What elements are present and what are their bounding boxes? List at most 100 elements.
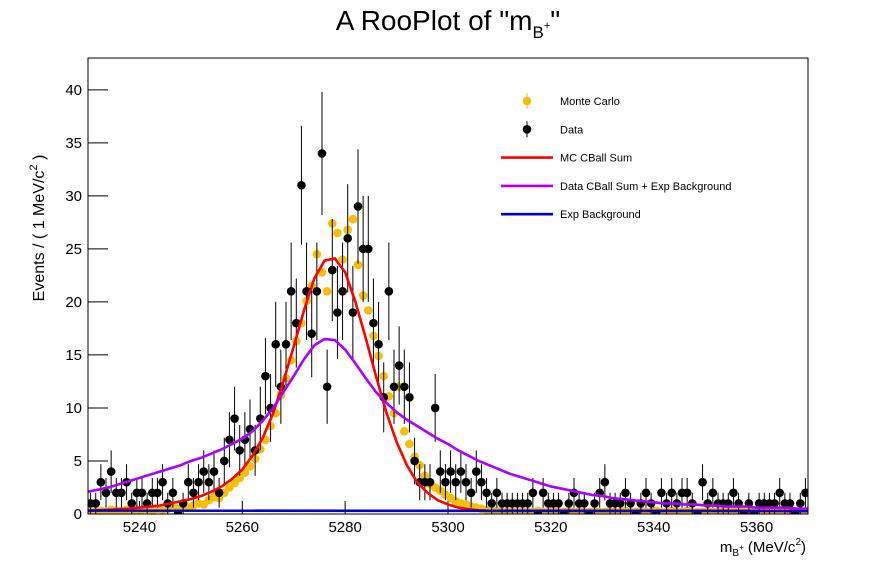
data-point — [322, 382, 332, 392]
chart-title: A RooPlot of "mB+" — [336, 5, 560, 42]
x-tick-label: 5260 — [226, 519, 259, 536]
data-point — [435, 467, 445, 476]
data-point — [353, 260, 363, 270]
data-point — [425, 477, 435, 487]
x-tick-label: 5240 — [123, 519, 156, 536]
title-sub: B — [532, 23, 543, 42]
data-point — [384, 287, 394, 296]
data-point — [307, 329, 317, 339]
data-point — [600, 477, 610, 487]
x-label-text: (MeV/c — [744, 539, 796, 556]
data-point — [158, 477, 167, 487]
data-point — [399, 382, 409, 392]
data-point — [389, 382, 399, 392]
y-label-end: ) — [31, 155, 48, 165]
y-axis-label: Events / ( 1 MeV/c2 ) — [28, 155, 48, 302]
legend-label: Data — [560, 124, 584, 136]
y-tick-label: 35 — [65, 135, 82, 152]
data-point — [785, 499, 795, 508]
data-point — [446, 467, 455, 476]
data-point — [127, 499, 137, 508]
data-point — [374, 340, 383, 349]
data-point — [363, 306, 373, 315]
x-label-end: ) — [801, 539, 806, 556]
data-point — [214, 488, 224, 498]
plot-area — [88, 91, 808, 514]
data-point — [153, 488, 162, 498]
data-point — [317, 149, 327, 158]
data-point — [230, 414, 239, 423]
data-point — [117, 488, 126, 498]
data-point — [394, 361, 404, 370]
data-point — [235, 473, 245, 483]
x-tick-label: 5300 — [431, 519, 464, 536]
x-axis-label: mB+ (MeV/c2) — [720, 537, 806, 559]
data-point — [590, 499, 599, 508]
data-point — [405, 439, 414, 449]
data-point — [91, 499, 101, 508]
data-point — [487, 499, 497, 508]
data-point — [471, 467, 481, 476]
data-point — [456, 467, 466, 476]
data-point — [183, 477, 193, 487]
data-point — [564, 499, 574, 508]
title-text: A RooPlot of "m — [336, 5, 533, 36]
data-point — [682, 488, 692, 498]
x-tick-label: 5280 — [328, 519, 361, 536]
legend-label: MC CBall Sum — [560, 153, 632, 165]
data-point — [461, 477, 471, 487]
data-point — [327, 265, 337, 275]
data-point — [261, 371, 270, 381]
data-point — [369, 318, 378, 328]
data-point — [492, 488, 502, 498]
data-point — [528, 488, 538, 498]
data-point — [333, 308, 342, 317]
data-point — [399, 426, 409, 436]
data-point — [137, 488, 147, 498]
y-tick-label: 15 — [65, 347, 82, 364]
legend-marker — [522, 125, 532, 134]
data-point — [101, 488, 111, 498]
x-label-sup: + — [739, 543, 744, 552]
data-point — [466, 488, 476, 498]
y-tick-label: 10 — [65, 400, 82, 417]
data-point — [322, 287, 332, 296]
y-tick-label: 30 — [65, 188, 82, 205]
data-point — [235, 446, 245, 455]
legend-label: Data CBall Sum + Exp Background — [560, 181, 732, 193]
data-point — [482, 488, 491, 498]
data-point — [230, 478, 239, 488]
x-label-sub: B — [732, 548, 739, 559]
legend-label: Monte Carlo — [560, 96, 620, 108]
x-tick-label: 5320 — [534, 519, 567, 536]
x-tick-label: 5340 — [637, 519, 670, 536]
y-tick-label: 20 — [65, 294, 82, 311]
data-point — [106, 467, 116, 476]
data-point — [219, 456, 229, 466]
data-point — [538, 488, 548, 498]
data-point — [795, 499, 805, 508]
y-label-sup: 2 — [28, 164, 40, 170]
data-point — [194, 477, 203, 487]
data-point — [770, 499, 779, 508]
data-point — [297, 180, 306, 190]
data-point — [410, 456, 419, 466]
data-point — [199, 467, 209, 476]
plot-frame — [87, 57, 809, 515]
y-tick-label: 5 — [74, 453, 82, 470]
data-point — [621, 488, 630, 498]
x-label-text: m — [720, 539, 733, 556]
title-sup: + — [544, 20, 550, 32]
data-point — [667, 488, 677, 498]
data-point — [281, 340, 291, 349]
data-point — [775, 488, 785, 498]
y-tick-label: 40 — [65, 82, 82, 99]
data-point — [641, 488, 651, 498]
data-point — [348, 214, 358, 224]
data-point — [312, 287, 322, 296]
data-point — [333, 228, 342, 238]
data-point — [225, 435, 234, 445]
legend-marker — [522, 96, 532, 106]
